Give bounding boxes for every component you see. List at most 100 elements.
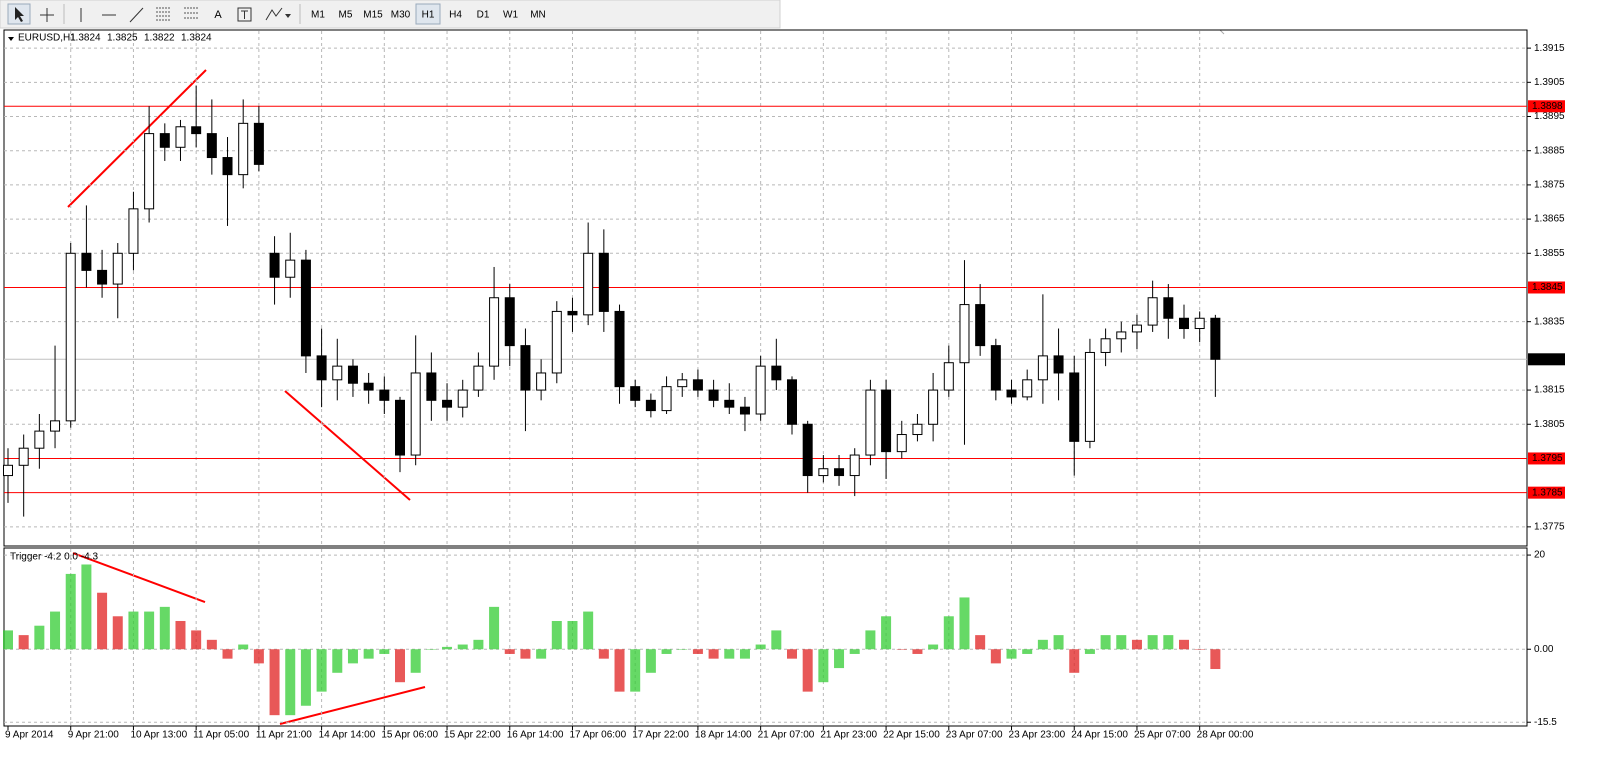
quote-value: 1.3824 — [70, 33, 101, 44]
candle-body — [896, 434, 907, 453]
quote-value: 1.3825 — [107, 33, 138, 44]
histogram-bar — [630, 649, 641, 692]
level-tag — [1528, 281, 1565, 294]
candle-body — [771, 365, 782, 381]
histogram-bar — [645, 649, 656, 673]
trend-line — [72, 552, 206, 603]
candle-body — [1163, 297, 1174, 319]
candle-body — [144, 133, 155, 210]
histogram-bar — [520, 649, 531, 659]
quote-value: 1.3824 — [181, 33, 212, 44]
histogram-bar — [363, 649, 374, 659]
x-tick-label: 9 Apr 21:00 — [68, 730, 120, 741]
candle-body — [1179, 317, 1189, 330]
timeframe-button[interactable]: M15 — [363, 10, 383, 21]
candle-body — [175, 126, 186, 148]
candle-body — [269, 252, 280, 278]
y-tick-label: 1.3805 — [1534, 419, 1565, 430]
trend-lines — [67, 69, 426, 725]
channel-tool[interactable] — [156, 7, 170, 21]
x-tick-label: 16 Apr 14:00 — [507, 730, 564, 741]
level-tag — [1528, 452, 1565, 465]
shift-marker — [1219, 29, 1225, 35]
timeframe-button[interactable]: D1 — [477, 10, 490, 21]
candle-body — [677, 379, 688, 388]
histogram-bar — [755, 644, 766, 650]
y-tick-label: 1.3875 — [1534, 180, 1565, 191]
timeframe-button[interactable]: M1 — [311, 10, 325, 21]
candle-body — [191, 126, 202, 135]
y-tick-label: 1.3815 — [1534, 385, 1565, 396]
candle-body — [363, 382, 374, 391]
candle-body — [128, 208, 139, 254]
histogram-bar — [379, 649, 390, 654]
timeframe-button[interactable]: M5 — [339, 10, 353, 21]
candle-body — [410, 372, 421, 456]
active-timeframe — [415, 3, 441, 25]
y-tick-label: -15.5 — [1534, 717, 1557, 728]
timeframe-button[interactable]: W1 — [503, 10, 518, 21]
y-tick-label: 0.00 — [1534, 644, 1554, 655]
histogram-bar — [81, 564, 92, 650]
candle-body — [81, 252, 92, 271]
text-tool[interactable]: A — [214, 9, 222, 21]
x-tick-label: 21 Apr 23:00 — [820, 730, 877, 741]
candle-body — [724, 399, 735, 408]
candle-body — [316, 355, 327, 381]
candle-body — [1131, 324, 1142, 333]
trend-line — [279, 686, 426, 725]
histogram-bar — [771, 630, 782, 650]
candle-body — [834, 468, 845, 477]
candle-body — [975, 304, 986, 347]
x-tick-label: 9 Apr 2014 — [5, 730, 54, 741]
crosshair-tool[interactable] — [40, 8, 54, 22]
candle-body — [1006, 389, 1017, 398]
histogram-bar — [18, 635, 29, 650]
histogram-bar — [50, 611, 61, 650]
histogram-bar — [567, 620, 578, 650]
candle-body — [818, 468, 829, 477]
y-tick-label: 20 — [1534, 550, 1546, 561]
candle-body — [661, 386, 672, 412]
x-tick-label: 14 Apr 14:00 — [319, 730, 376, 741]
histogram-bar — [818, 649, 829, 683]
candle-body — [1037, 355, 1048, 381]
candle-body — [959, 304, 970, 364]
histogram-bar — [3, 630, 13, 650]
histogram-bar — [990, 649, 1001, 664]
candle-body — [536, 372, 547, 391]
histogram-bar — [269, 649, 280, 716]
histogram-bar — [1163, 635, 1174, 650]
level-label: 1.3845 — [1532, 282, 1563, 293]
histogram-bar — [614, 649, 625, 692]
candle-body — [65, 252, 76, 422]
dropdown[interactable] — [285, 14, 291, 18]
fibo-tool[interactable] — [184, 7, 198, 19]
timeframe-button[interactable]: H4 — [449, 10, 462, 21]
label-tool[interactable] — [237, 7, 252, 22]
candle-body — [34, 430, 45, 449]
histogram-bar — [802, 649, 813, 692]
candle-body — [489, 297, 500, 367]
x-tick-label: 18 Apr 14:00 — [695, 730, 752, 741]
arrows-tool[interactable] — [265, 7, 283, 21]
candle-body — [802, 423, 813, 477]
y-tick-label: 1.3835 — [1534, 316, 1565, 327]
histogram-bar — [34, 625, 45, 650]
timeframe-button[interactable]: M30 — [391, 10, 411, 21]
candle-body — [520, 345, 531, 391]
candle-body — [285, 259, 296, 278]
candle-body — [50, 420, 61, 432]
candle-body — [379, 389, 390, 401]
candle-body — [3, 464, 13, 477]
histogram-bar — [975, 635, 986, 650]
candle-body — [1210, 317, 1221, 360]
histogram-bar — [661, 649, 672, 654]
trendline-tool[interactable] — [129, 7, 144, 23]
histogram-bar — [222, 649, 233, 659]
current-price-tag — [1528, 353, 1565, 366]
histogram-bar — [504, 649, 515, 654]
timeframe-button[interactable]: H1 — [422, 10, 435, 21]
timeframe-button[interactable]: MN — [530, 10, 546, 21]
trend-line — [284, 390, 411, 501]
